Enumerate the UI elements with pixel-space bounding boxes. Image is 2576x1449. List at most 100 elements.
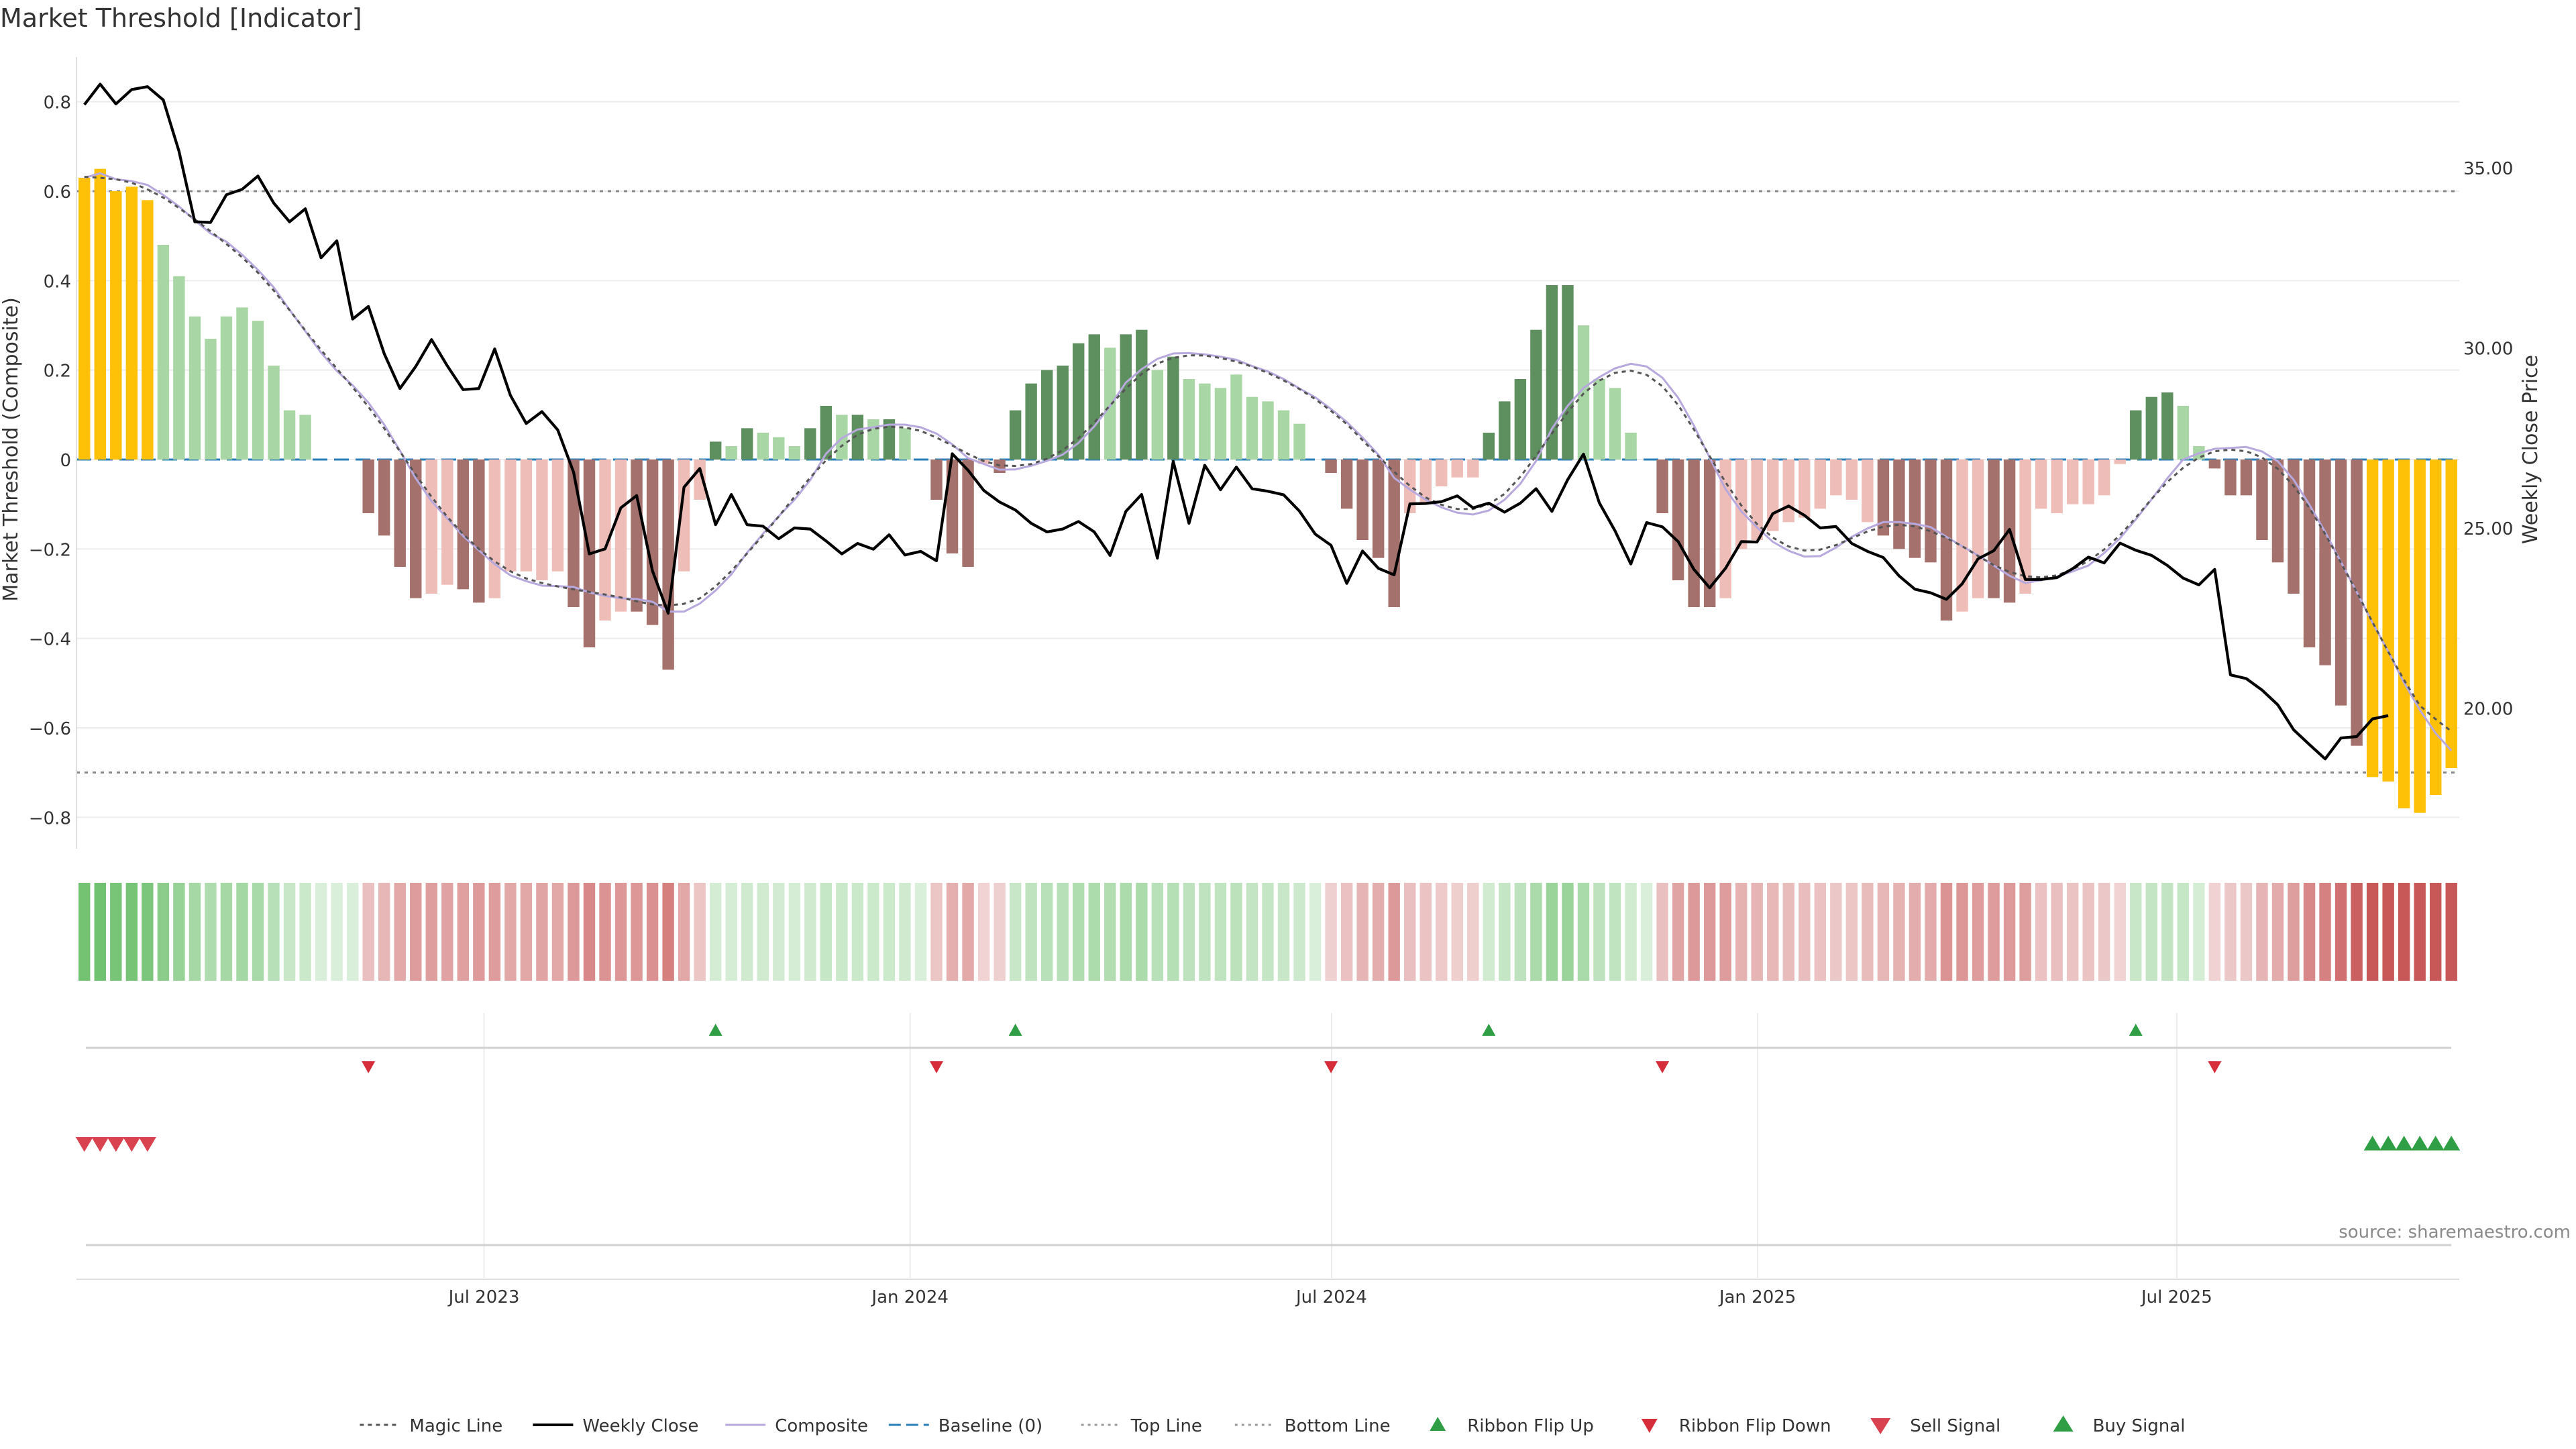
legend-label: Weekly Close	[582, 1416, 698, 1436]
composite-bar	[1230, 374, 1242, 460]
y-tick-label: −0.6	[29, 719, 71, 739]
legend-item-sell-signal: Sell Signal	[1870, 1416, 2000, 1436]
composite-bar	[2224, 460, 2237, 496]
ribbon-cell	[1057, 883, 1069, 981]
ribbon-cell	[1088, 883, 1100, 981]
composite-bar	[1372, 460, 1385, 558]
ribbon-cell	[189, 883, 201, 981]
composite-line	[84, 172, 2453, 752]
ribbon-cell	[1625, 883, 1637, 981]
ribbon-cell	[1356, 883, 1368, 981]
composite-bar	[2098, 460, 2110, 496]
x-tick-label: Jul 2025	[2140, 1287, 2212, 1307]
ribbon-cell	[2177, 883, 2190, 981]
ribbon-cell	[110, 883, 122, 981]
ribbon-cell	[2208, 883, 2221, 981]
composite-bar	[78, 178, 91, 460]
ribbon-cell	[2145, 883, 2158, 981]
ribbon-cell	[899, 883, 911, 981]
ribbon-cell	[551, 883, 564, 981]
ribbon-cell	[946, 883, 959, 981]
composite-bar	[694, 460, 706, 500]
ribbon-cell	[504, 883, 517, 981]
composite-bar	[1262, 401, 1274, 460]
legend-label: Buy Signal	[2093, 1416, 2186, 1436]
composite-bar	[1057, 366, 1069, 460]
composite-bar	[899, 428, 911, 460]
composite-bar	[568, 460, 580, 607]
composite-bar	[1609, 388, 1621, 460]
ribbon-cell	[473, 883, 485, 981]
composite-bar	[1388, 460, 1400, 607]
composite-bar	[2334, 460, 2347, 706]
ribbon-cell	[614, 883, 627, 981]
ribbon-cell	[315, 883, 327, 981]
ribbon-cell	[725, 883, 737, 981]
composite-bar	[504, 460, 517, 572]
composite-bar	[220, 316, 233, 460]
ribbon-cell	[1640, 883, 1653, 981]
ribbon-cell	[268, 883, 280, 981]
ribbon-cell	[394, 883, 406, 981]
ribbon-cell	[2193, 883, 2205, 981]
composite-bar	[788, 446, 801, 460]
composite-bar	[268, 366, 280, 460]
composite-bar	[410, 460, 422, 598]
composite-bar	[378, 460, 390, 536]
chart-title: Market Threshold [Indicator]	[0, 3, 362, 33]
ribbon-flip-markers	[362, 1024, 2222, 1073]
composite-bar	[1419, 460, 1432, 504]
ribbon-cell	[1656, 883, 1668, 981]
ribbon-cell	[851, 883, 864, 981]
ribbon-cell	[1325, 883, 1337, 981]
composite-bar	[1088, 334, 1100, 460]
ribbon-cell	[2414, 883, 2426, 981]
ribbon-cell	[94, 883, 106, 981]
legend-label: Top Line	[1130, 1416, 1202, 1436]
ribbon-cell	[2445, 883, 2457, 981]
composite-bar	[2303, 460, 2316, 647]
ribbon-flip-up-marker	[2129, 1024, 2143, 1036]
composite-bar	[709, 441, 722, 460]
ribbon-cell	[1703, 883, 1716, 981]
ribbon-cell	[2082, 883, 2094, 981]
composite-bar	[867, 419, 879, 460]
legend-label: Ribbon Flip Up	[1467, 1416, 1594, 1436]
ribbon-flip-up-marker	[1482, 1024, 1496, 1036]
composite-bar	[1925, 460, 1937, 563]
y2-tick-label: 35.00	[2463, 159, 2513, 179]
ribbon-cell	[662, 883, 674, 981]
composite-bar	[189, 316, 201, 460]
legend-swatch	[1430, 1417, 1446, 1431]
ribbon-cell	[1230, 883, 1242, 981]
buy-signal-marker	[2426, 1136, 2445, 1150]
ribbon-cell	[2351, 883, 2363, 981]
x-tick-label: Jul 2023	[447, 1287, 520, 1307]
ribbon-cell	[441, 883, 453, 981]
ribbon-cell	[1151, 883, 1164, 981]
buy-signal-marker	[2395, 1136, 2413, 1150]
composite-bar	[125, 186, 138, 460]
ribbon-cell	[2430, 883, 2442, 981]
ribbon-cell	[205, 883, 217, 981]
ribbon-cell	[299, 883, 311, 981]
legend-item-ribbon-flip-down: Ribbon Flip Down	[1641, 1416, 1831, 1436]
ribbon-cell	[520, 883, 533, 981]
ribbon-cell	[2003, 883, 2016, 981]
composite-bar	[2051, 460, 2063, 513]
ribbon-cell	[1751, 883, 1763, 981]
ribbon-cell	[173, 883, 185, 981]
ribbon-cell	[1862, 883, 1874, 981]
composite-bar	[678, 460, 690, 572]
composite-bar	[883, 419, 896, 460]
composite-bar	[1356, 460, 1368, 540]
ribbon-cell	[788, 883, 801, 981]
ribbon-cell	[804, 883, 816, 981]
composite-bar	[2256, 460, 2268, 540]
composite-bar	[599, 460, 611, 621]
composite-bar	[1562, 285, 1574, 460]
ribbon-cell	[2271, 883, 2284, 981]
ribbon-cell	[1988, 883, 2000, 981]
grid	[76, 101, 2459, 1278]
composite-bar	[252, 321, 264, 460]
